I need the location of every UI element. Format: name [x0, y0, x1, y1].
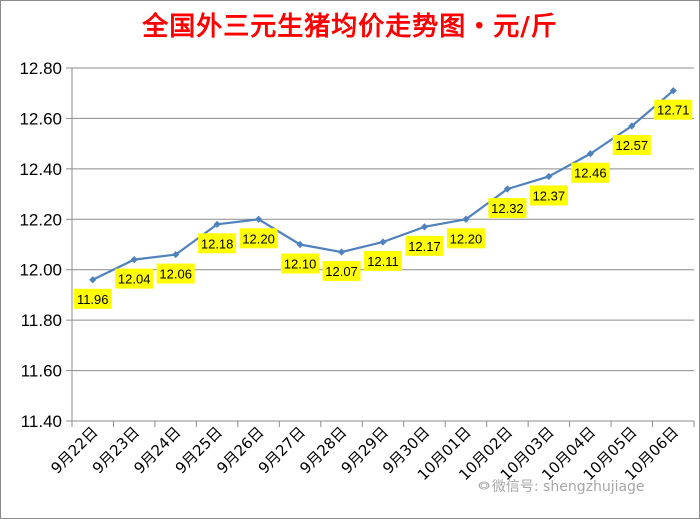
data-label: 12.11	[367, 254, 399, 269]
data-label: 12.32	[491, 201, 524, 216]
data-point	[337, 248, 346, 256]
data-point	[628, 122, 636, 130]
data-label-box	[446, 228, 485, 249]
data-label: 12.04	[118, 272, 151, 287]
data-label-box	[405, 235, 444, 256]
data-label-box	[654, 99, 693, 120]
data-label-box	[156, 263, 195, 284]
data-label-box	[571, 162, 610, 183]
data-label-box	[488, 198, 527, 219]
y-tick-label: 12.80	[19, 59, 62, 78]
data-point	[669, 87, 677, 95]
y-tick-label: 11.60	[21, 362, 62, 381]
y-tick-label: 12.00	[19, 261, 62, 280]
data-label: 12.20	[242, 231, 275, 246]
y-tick-label: 12.40	[19, 160, 62, 179]
data-label-box	[364, 250, 402, 271]
data-label-box	[322, 261, 361, 282]
y-tick-label: 11.40	[21, 412, 62, 431]
wechat-icon: ⭖	[478, 477, 490, 495]
data-point	[545, 172, 553, 181]
data-point	[379, 238, 387, 246]
data-label-box	[115, 268, 154, 289]
watermark-text: 微信号: shengzhujiage	[491, 479, 645, 495]
data-label: 12.37	[533, 188, 566, 203]
data-point	[172, 250, 180, 259]
data-label: 11.96	[77, 292, 109, 307]
data-point	[130, 256, 138, 264]
data-label: 12.10	[284, 257, 317, 272]
data-point	[503, 185, 511, 193]
y-tick-label: 11.80	[21, 311, 62, 330]
data-point	[420, 223, 429, 231]
data-point	[296, 240, 304, 249]
data-point	[255, 215, 263, 223]
chart-title: 全国外三元生猪均价走势图・元/斤	[142, 12, 558, 42]
data-label-box	[198, 233, 237, 254]
data-label: 12.17	[408, 239, 441, 254]
data-point	[213, 220, 221, 228]
data-point	[462, 215, 470, 223]
data-label-box	[239, 228, 278, 249]
data-point	[89, 276, 97, 284]
data-label: 12.57	[616, 138, 649, 153]
y-tick-label: 12.60	[19, 109, 62, 128]
watermark: ⭖ 微信号: shengzhujiage	[478, 476, 645, 496]
data-label: 12.07	[325, 264, 358, 279]
data-label: 12.06	[159, 267, 192, 282]
data-label: 12.18	[201, 236, 234, 251]
data-label-box	[73, 288, 112, 309]
data-label: 12.20	[450, 231, 483, 246]
data-label-box	[281, 253, 320, 274]
data-label-box	[612, 134, 651, 155]
data-label: 12.71	[657, 103, 690, 118]
y-tick-label: 12.20	[19, 210, 62, 229]
data-label-box	[529, 185, 568, 206]
data-label: 12.46	[574, 166, 607, 181]
data-point	[586, 150, 594, 158]
